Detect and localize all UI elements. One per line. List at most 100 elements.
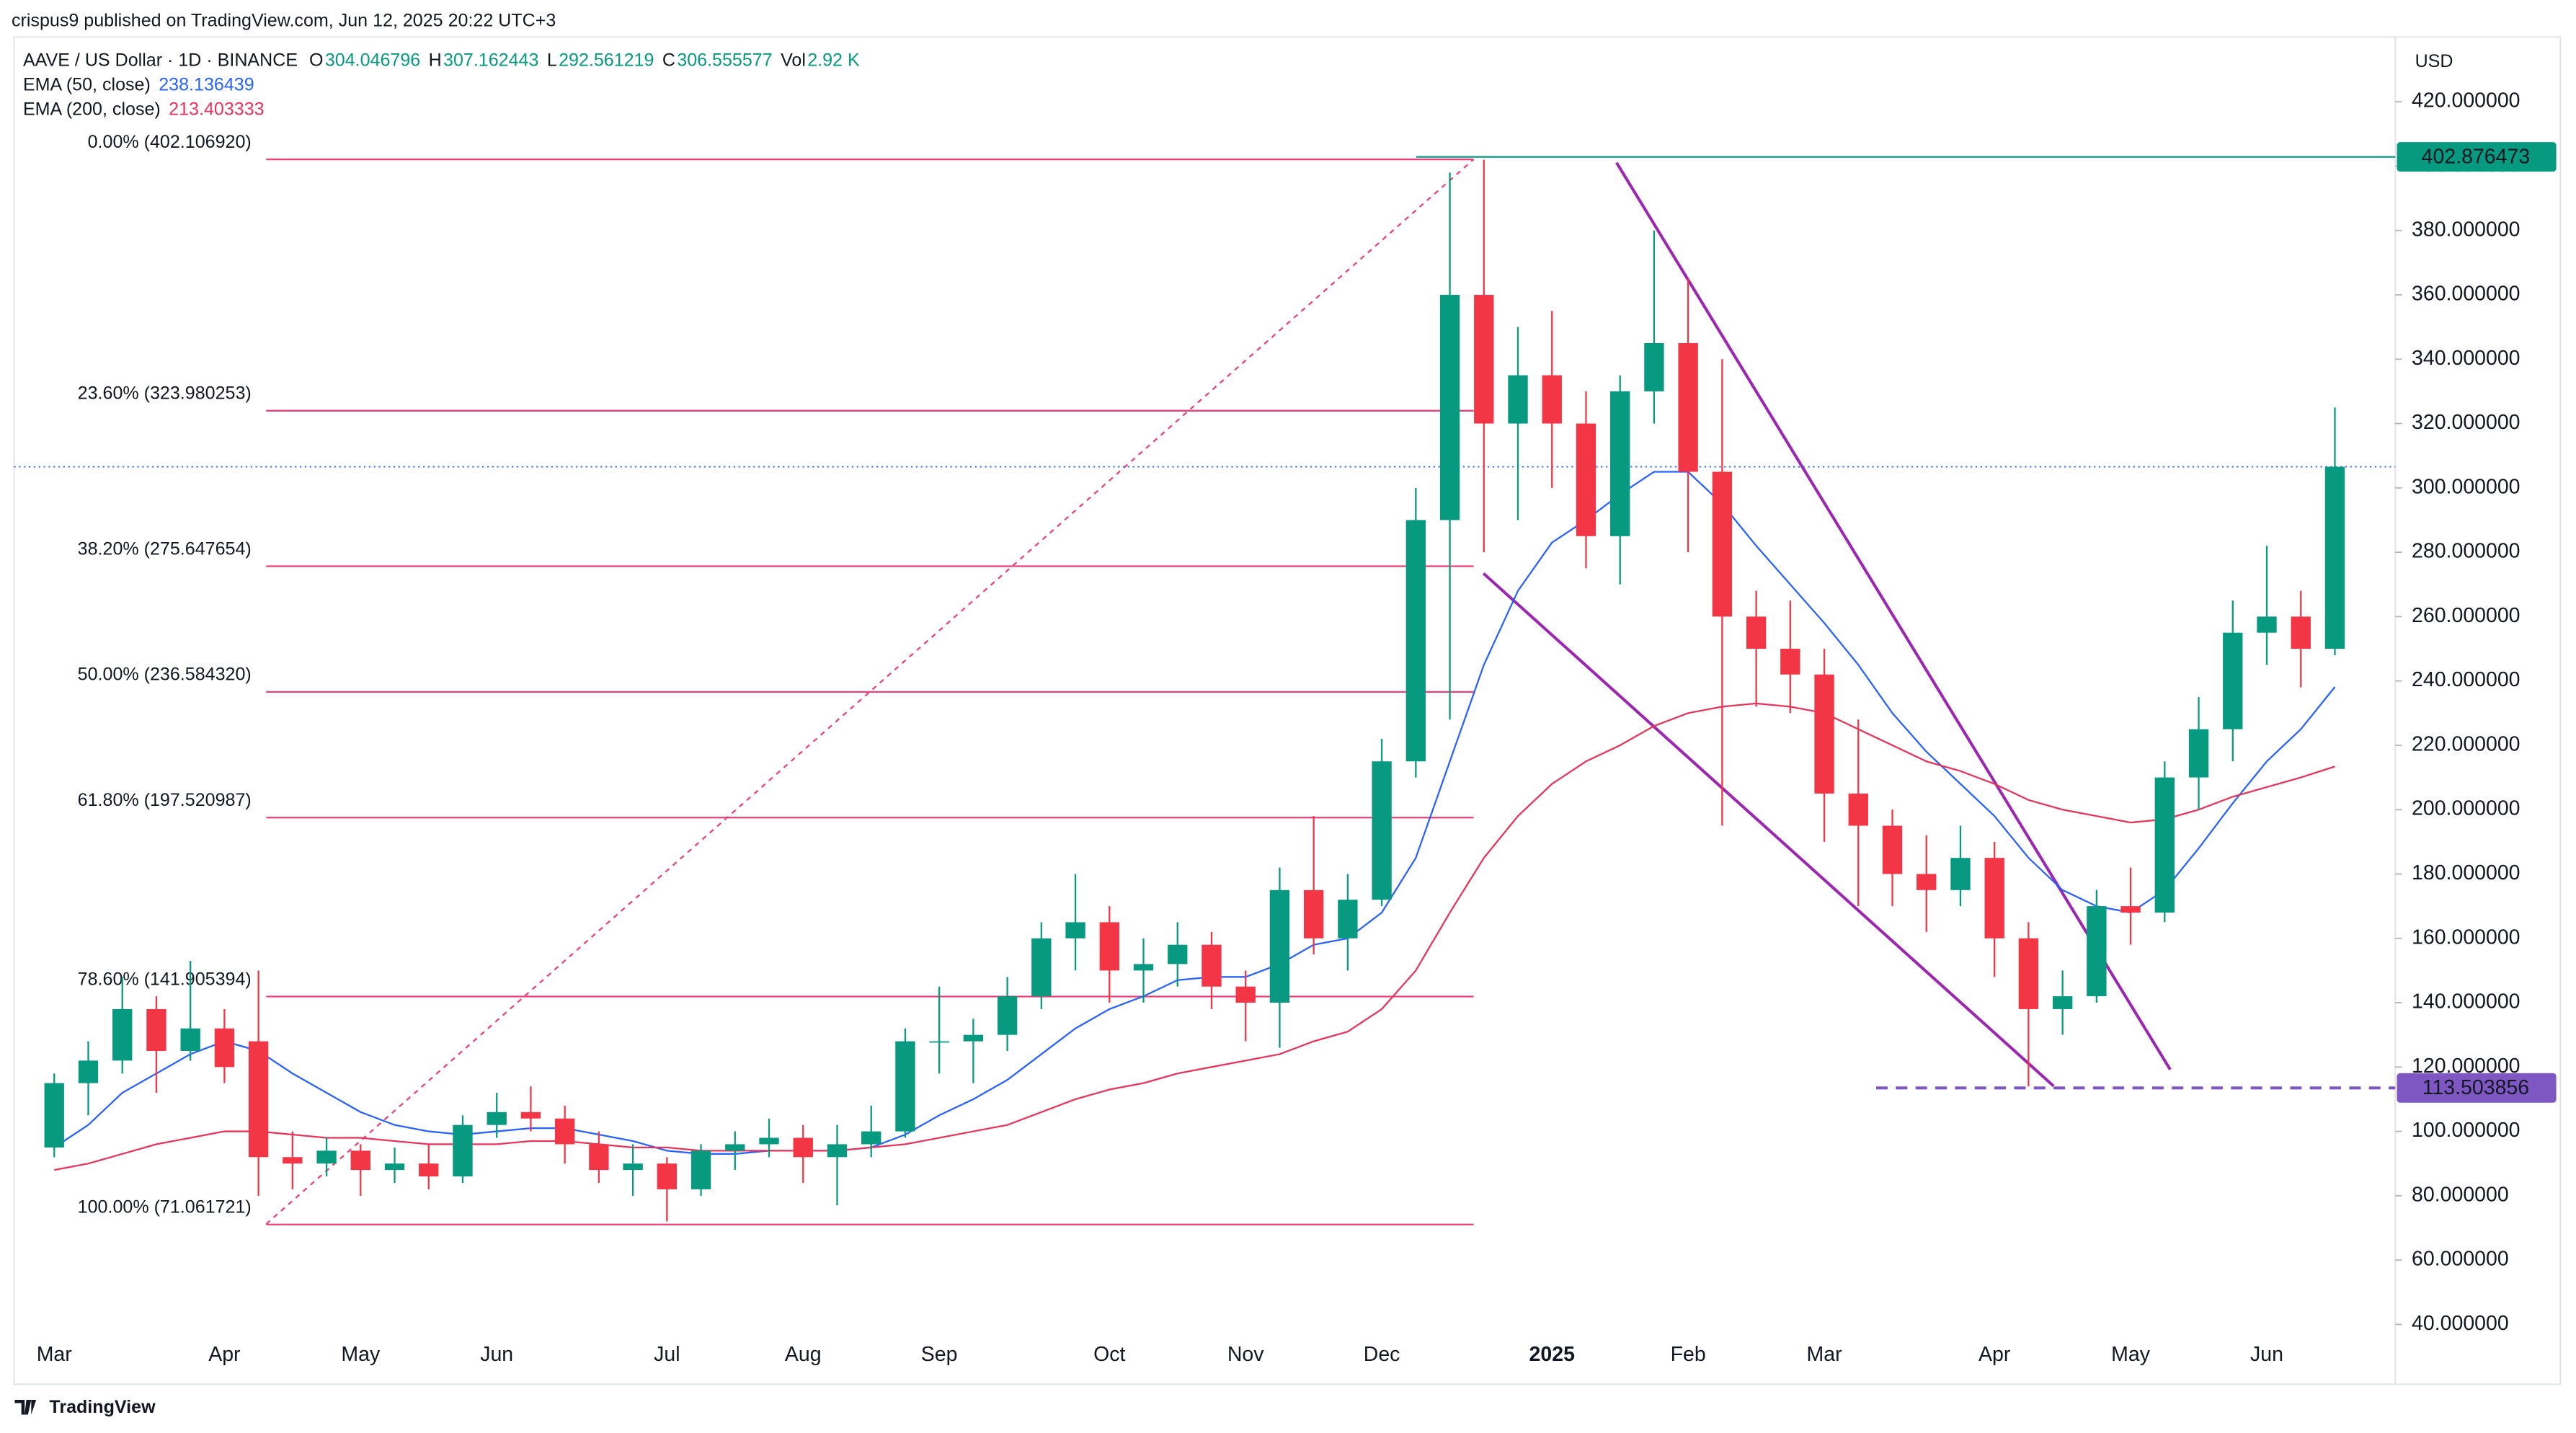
y-tick-label: 340.000000 [2412,347,2521,370]
candle-body [1542,375,1562,424]
candle-body [316,1150,337,1164]
fib-label: 100.00% (71.061721) [78,1197,252,1217]
x-tick-label: Jun [2250,1343,2283,1366]
candle-body [2018,938,2039,1009]
ohlc-value: 304.046796 [325,50,420,70]
x-tick-label: Mar [37,1343,73,1366]
candle-body [453,1124,473,1177]
ema-legend: EMA (50, close) 238.136439 [23,74,254,94]
candle-body [1678,342,1698,472]
fib-label: 0.00% (402.106920) [88,132,252,152]
fib-label: 61.80% (197.520987) [78,790,252,810]
candle-body [1644,342,1664,391]
candle-body [248,1041,269,1158]
candle-body [1917,874,1937,890]
candle-body [759,1137,779,1145]
x-tick-label: May [341,1343,381,1366]
ema-line [54,702,2335,1171]
x-tick-label: 2025 [1529,1343,1576,1366]
y-tick-label: 220.000000 [2412,732,2521,755]
chart-frame [13,36,2562,1385]
price-badge-label: 402.876473 [2422,145,2531,168]
candle-body [2291,616,2311,649]
x-tick-label: Feb [1671,1343,1706,1366]
candle-body [2188,729,2209,778]
wedge-lower-line [1482,572,2055,1088]
candle-body [1882,825,1903,874]
y-tick-label: 300.000000 [2412,475,2521,498]
ohlc-key: H [429,50,442,70]
candle-body [384,1163,405,1171]
ohlc-key: C [662,50,675,70]
x-tick-label: May [2111,1343,2151,1366]
ohlc-value: 306.555577 [677,50,772,70]
candle-body [1610,391,1630,536]
candle-body [929,1041,949,1043]
y-tick-label: 320.000000 [2412,411,2521,434]
ema-legend-name: EMA (200, close) [23,99,161,119]
candle-body [1814,674,1834,794]
ohlc-value: 2.92 K [807,50,860,70]
y-tick-label: 180.000000 [2412,861,2521,884]
candle-body [1031,938,1052,997]
candle-body [1950,858,1971,890]
candle-body [487,1112,507,1125]
candle-body [112,1008,133,1061]
fib-trend-line [265,159,1475,1225]
candle-body [1269,889,1290,1003]
candle-body [1303,889,1324,939]
ohlc-key: Vol [781,50,806,70]
x-tick-label: Sep [921,1343,958,1366]
candle-body [1984,858,2004,939]
candle-body [1099,922,1119,971]
symbol-legend: AAVE / US Dollar · 1D · BINANCE O 304.0467… [23,50,860,70]
candle-body [2052,996,2073,1009]
currency: USD [2415,51,2453,71]
y-tick-label: 40.000000 [2412,1312,2509,1335]
ohlc-key: O [309,50,324,70]
fib-label: 23.60% (323.980253) [78,383,252,404]
candle-body [520,1112,541,1119]
candle-body [1439,295,1460,520]
candle-body [1372,761,1392,900]
candle-body [1202,944,1222,987]
candle-body [214,1028,235,1068]
candle-body [1780,649,1800,675]
brand-logo [14,1399,37,1415]
candle-body [623,1163,643,1171]
y-tick-label: 80.000000 [2412,1183,2509,1206]
candle-body [1474,295,1494,424]
y-tick-label: 240.000000 [2412,668,2521,691]
ohlc-key: L [547,50,557,70]
candle-body [827,1144,848,1158]
x-tick-label: Jul [654,1343,680,1366]
candle-body [1168,944,1188,964]
candle-body [2087,906,2107,997]
candle-body [2223,632,2243,729]
ohlc-value: 307.162443 [443,50,538,70]
x-tick-label: Mar [1807,1343,1843,1366]
candle-body [283,1157,303,1164]
candle-body [895,1041,915,1132]
candle-body [1712,471,1733,617]
candle-body [554,1118,575,1145]
y-tick-label: 140.000000 [2412,990,2521,1013]
y-tick-label: 380.000000 [2412,218,2521,241]
price-badge [2397,1073,2557,1103]
brand: TradingView [49,1397,156,1417]
y-tick-label: 260.000000 [2412,604,2521,627]
ema-legend-value: 238.136439 [159,74,254,94]
candle-body [861,1131,881,1145]
y-tick-label: 360.000000 [2412,283,2521,306]
candle-body [1576,423,1596,536]
candle-body [2257,616,2277,633]
published-note: crispus9 published on TradingView.com, J… [12,10,556,30]
candle-body [1133,964,1154,971]
ema-legend-name: EMA (50, close) [23,74,151,94]
x-tick-label: Jun [480,1343,513,1366]
price-badge-label: 113.503856 [2422,1076,2529,1099]
ema-legend: EMA (200, close) 213.403333 [23,99,265,119]
price-badge [2397,142,2557,172]
ema-line [53,471,2336,1155]
x-tick-label: Aug [785,1343,822,1366]
